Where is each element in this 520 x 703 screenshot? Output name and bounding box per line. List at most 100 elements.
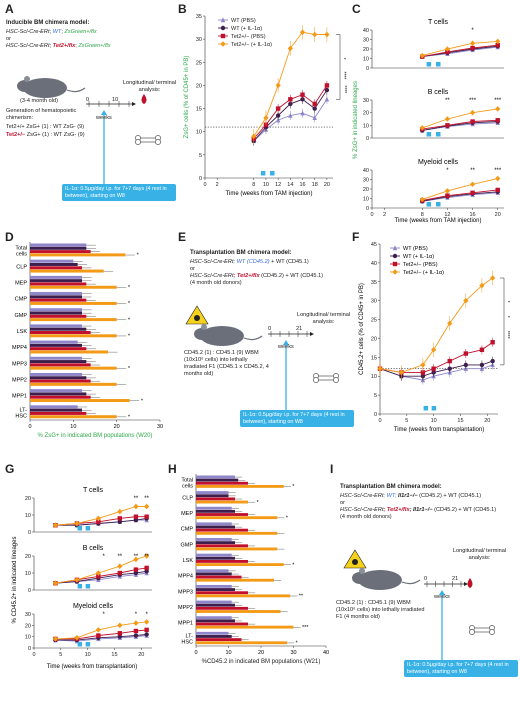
bar <box>196 516 278 520</box>
legend-marker <box>392 261 398 267</box>
y-tick-label: 20 <box>196 83 202 89</box>
category-label: Total <box>181 477 193 483</box>
chart-b: 0 5 10 15 20 25 30 35 0 2 8 10 12 14 16 18 20 Time (weeks… <box>184 14 347 197</box>
legend-label: WT (PBS) <box>231 18 256 24</box>
y-tick-label: 40 <box>363 168 369 174</box>
data-point <box>470 119 475 124</box>
bar <box>196 594 291 598</box>
bar <box>196 588 235 591</box>
data-point <box>52 580 59 586</box>
bar <box>30 301 117 305</box>
data-point <box>133 620 139 626</box>
sig-label: * <box>103 612 106 618</box>
panel-letter-h: H <box>168 462 177 476</box>
data-point <box>95 570 101 576</box>
y-tick-label: 0 <box>374 412 377 418</box>
y-tick-label: 30 <box>363 178 369 184</box>
data-point <box>96 519 101 524</box>
data-point <box>144 503 150 510</box>
category-label: GMP <box>180 542 193 548</box>
subplot-title: B cells <box>83 545 104 552</box>
panel-e-il1a-box: IL-1α: 0.5μg/day i.p. for 7+7 days (4 re… <box>240 410 354 428</box>
y-axis-title: ZsG+ cells (% of CD45+ in PB) <box>184 56 190 139</box>
panel-e-tl-21: 21 <box>296 326 303 332</box>
data-point <box>463 297 469 304</box>
series-line <box>422 192 498 202</box>
y-tick-label: 0 <box>28 646 31 652</box>
data-point <box>117 622 123 629</box>
series-line <box>422 108 498 129</box>
y-tick-label: 10 <box>25 635 31 641</box>
arrow-e-head <box>283 340 289 345</box>
category-label: MPP2 <box>12 378 27 384</box>
bar <box>30 363 91 367</box>
category-label: MPP1 <box>12 394 27 400</box>
x-tick-label: 5 <box>59 652 62 658</box>
x-tick-label: 40 <box>323 650 329 656</box>
legend-marker <box>220 17 226 23</box>
panel-a-tl-unit: weeks <box>96 115 112 121</box>
series-line <box>422 46 498 58</box>
bar <box>30 250 91 254</box>
data-point <box>324 31 330 38</box>
sig-label: * <box>128 366 131 372</box>
category-label: cells <box>182 483 193 489</box>
series-line <box>379 341 493 373</box>
bone-i-knob <box>489 629 495 635</box>
data-point <box>419 196 425 203</box>
data-point <box>420 370 426 375</box>
x-tick-label: 12 <box>275 182 281 188</box>
x-tick-label: 8 <box>421 212 424 218</box>
y-tick-label: 25 <box>371 318 377 324</box>
y-tick-label: 10 <box>196 130 202 136</box>
panel-letter-f: F <box>352 230 360 244</box>
arrow-a-head <box>101 110 107 115</box>
sig-label: * <box>504 301 510 303</box>
bar <box>196 591 248 595</box>
mouse-i-body <box>358 570 402 590</box>
y-tick-label: 20 <box>25 623 31 629</box>
legend-label: Tet2+/− (+ IL-1α) <box>231 42 272 48</box>
bar <box>196 556 235 560</box>
data-point <box>133 514 139 519</box>
bone-a-knob <box>155 139 161 145</box>
x-tick-label: 15 <box>111 652 117 658</box>
panel-e-text: Transplantation BM chimera model: HSC-Sc… <box>190 250 350 287</box>
x-tick-label: 15 <box>457 418 463 424</box>
data-point <box>287 45 293 52</box>
series-line <box>379 360 493 377</box>
bar <box>30 411 87 415</box>
x-tick-label: 20 <box>114 424 120 430</box>
bar <box>30 379 91 383</box>
bar <box>30 350 108 354</box>
sig-label: * <box>292 484 295 490</box>
y-tick-label: 15 <box>196 107 202 113</box>
sig-label: * <box>128 317 131 323</box>
data-point <box>144 565 149 571</box>
sig-label: * <box>135 612 138 618</box>
bone-e-shaft <box>315 375 337 381</box>
treatment-block <box>426 62 432 67</box>
panel-i-longitudinal: Longitudinal/ terminal analysis: <box>452 548 507 561</box>
panel-a-line2: HSC-Scl-Cre-ERt; Tet2+/flx; ZsGreen+/flx <box>6 43 111 49</box>
bar <box>196 553 232 557</box>
bar <box>30 285 117 289</box>
data-point <box>431 366 436 371</box>
bar <box>196 619 235 623</box>
y-tick-label: 20 <box>25 554 31 560</box>
category-label: CLP <box>182 495 193 501</box>
y-tick-label: 35 <box>196 14 202 20</box>
sig-label: ** <box>299 594 304 600</box>
panel-a-tl-10: 10 <box>112 97 119 103</box>
x-tick-label: 0 <box>378 418 381 424</box>
category-label: CLP <box>16 264 27 270</box>
legend-label: WT (+ IL-1α) <box>403 254 434 260</box>
data-point <box>444 188 451 194</box>
timeline-e-arrowhead <box>310 332 314 336</box>
treatment-block <box>270 171 275 176</box>
panel-i-il1a-box: IL-1α: 0.5μg/day i.p. for 7+7 days (4 re… <box>404 660 518 678</box>
y-tick-label: 0 <box>199 176 202 182</box>
category-label: MPP1 <box>178 621 193 627</box>
